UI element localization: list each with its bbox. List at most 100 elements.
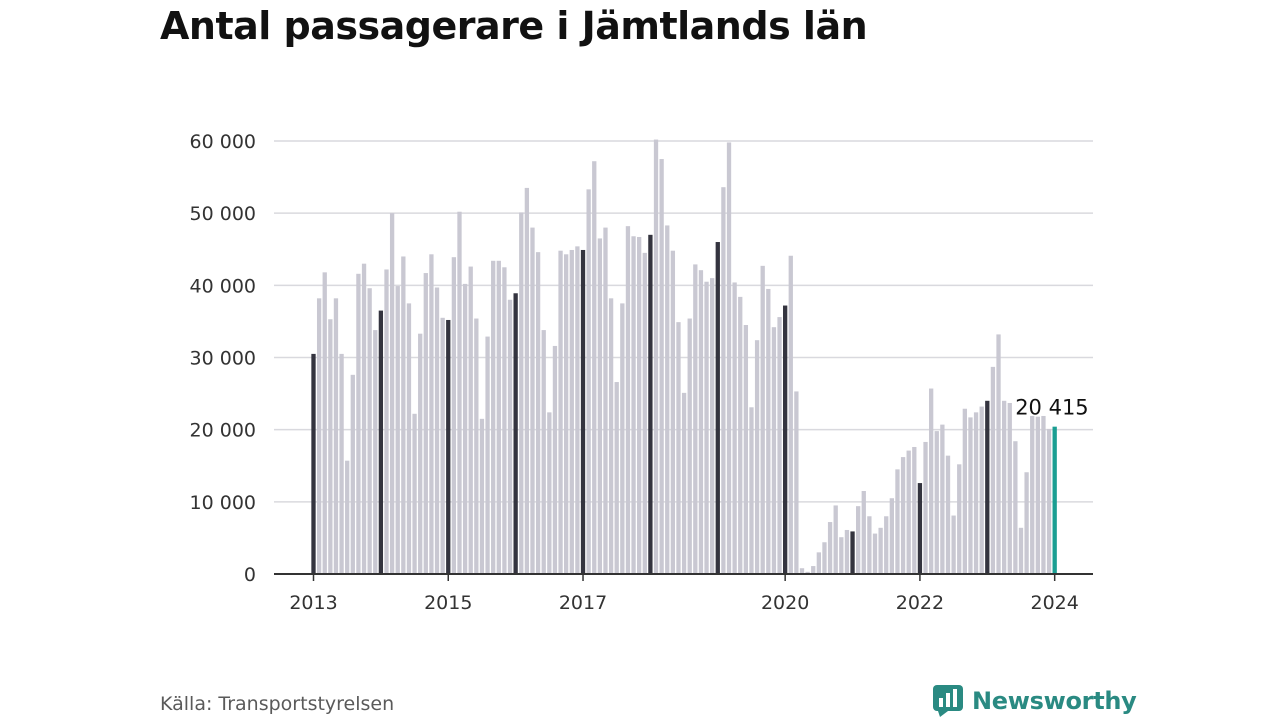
bar — [1007, 402, 1012, 574]
bar — [827, 522, 833, 574]
y-tick-label: 60 000 — [190, 131, 256, 153]
bar — [614, 382, 619, 574]
newsworthy-logo-icon — [933, 685, 963, 717]
bar — [665, 225, 670, 574]
data-label-latest: 20 415 — [1015, 396, 1088, 420]
bar — [502, 267, 507, 574]
bar — [345, 460, 350, 574]
bar — [474, 318, 479, 574]
bar — [670, 250, 676, 574]
y-tick-label: 0 — [244, 564, 256, 586]
bar — [378, 310, 384, 574]
bar — [479, 418, 485, 574]
x-tick-label: 2024 — [1031, 592, 1079, 614]
bar — [462, 283, 468, 574]
bar — [395, 286, 400, 574]
bar — [1052, 426, 1057, 574]
bar — [1046, 428, 1052, 574]
bar — [867, 516, 872, 574]
bar — [710, 278, 715, 574]
bar — [513, 293, 518, 574]
bar — [446, 319, 451, 574]
y-tick-label: 20 000 — [190, 420, 256, 442]
bar — [586, 189, 591, 574]
bar — [957, 464, 962, 574]
y-tick-label: 40 000 — [190, 275, 256, 297]
bar — [968, 417, 973, 574]
bar — [440, 317, 445, 574]
bar — [389, 213, 395, 575]
bar — [850, 531, 855, 574]
bar — [799, 568, 805, 574]
bar — [580, 249, 586, 574]
bar — [929, 388, 934, 574]
bar — [811, 566, 816, 574]
bar — [732, 282, 737, 574]
bar — [783, 305, 788, 574]
y-tick-label: 50 000 — [190, 203, 256, 225]
bar — [704, 281, 709, 574]
bar — [693, 264, 698, 574]
bar — [979, 406, 984, 574]
bar — [558, 250, 563, 574]
y-tick-label: 30 000 — [190, 348, 256, 370]
bar — [356, 273, 361, 574]
bar — [738, 296, 743, 574]
bar — [895, 469, 900, 574]
bar — [339, 353, 344, 574]
bar — [777, 317, 782, 574]
bar — [642, 252, 647, 575]
bar — [1041, 415, 1046, 574]
source-note: Källa: Transportstyrelsen — [160, 693, 395, 715]
bar — [625, 226, 631, 574]
bar — [687, 318, 692, 574]
bar — [535, 252, 541, 574]
bar — [805, 571, 810, 574]
bar — [603, 227, 608, 574]
bar — [653, 139, 659, 574]
bar — [766, 288, 771, 574]
bar — [940, 424, 945, 574]
bar — [429, 254, 434, 575]
bar — [900, 457, 906, 574]
bar — [659, 159, 664, 575]
bar — [322, 272, 327, 574]
x-tick-label: 2017 — [559, 592, 607, 614]
bar — [760, 265, 765, 574]
bar — [743, 325, 749, 574]
bar-series — [274, 139, 1093, 575]
bar — [822, 542, 827, 574]
bar — [541, 330, 546, 574]
bar — [485, 336, 490, 574]
bar — [418, 333, 423, 574]
annotation: 20 415 — [1015, 396, 1088, 420]
bar — [951, 515, 956, 574]
brand-logo[interactable]: Newsworthy — [932, 684, 1137, 718]
bar — [1035, 416, 1040, 574]
bar — [564, 254, 569, 575]
bar — [715, 242, 720, 574]
bar — [328, 319, 333, 574]
bar — [530, 227, 535, 574]
bar — [884, 516, 889, 574]
bar — [973, 412, 979, 574]
bar — [457, 211, 462, 574]
x-tick-label: 2015 — [424, 592, 472, 614]
bar — [698, 270, 704, 574]
bar — [620, 303, 625, 575]
bar — [631, 236, 636, 574]
bar — [507, 299, 513, 574]
bar — [412, 413, 417, 574]
bar — [406, 303, 412, 575]
bar — [333, 298, 339, 574]
bar — [451, 257, 457, 574]
bar — [637, 236, 642, 575]
bar — [996, 334, 1001, 574]
x-axis-ticks: 2013 2015 2017 2020 2022 2024 — [289, 574, 1079, 614]
bar — [608, 298, 614, 574]
bar — [311, 353, 316, 574]
bar — [496, 260, 501, 574]
bar — [923, 441, 928, 574]
bar — [833, 505, 838, 574]
bar — [945, 455, 951, 574]
